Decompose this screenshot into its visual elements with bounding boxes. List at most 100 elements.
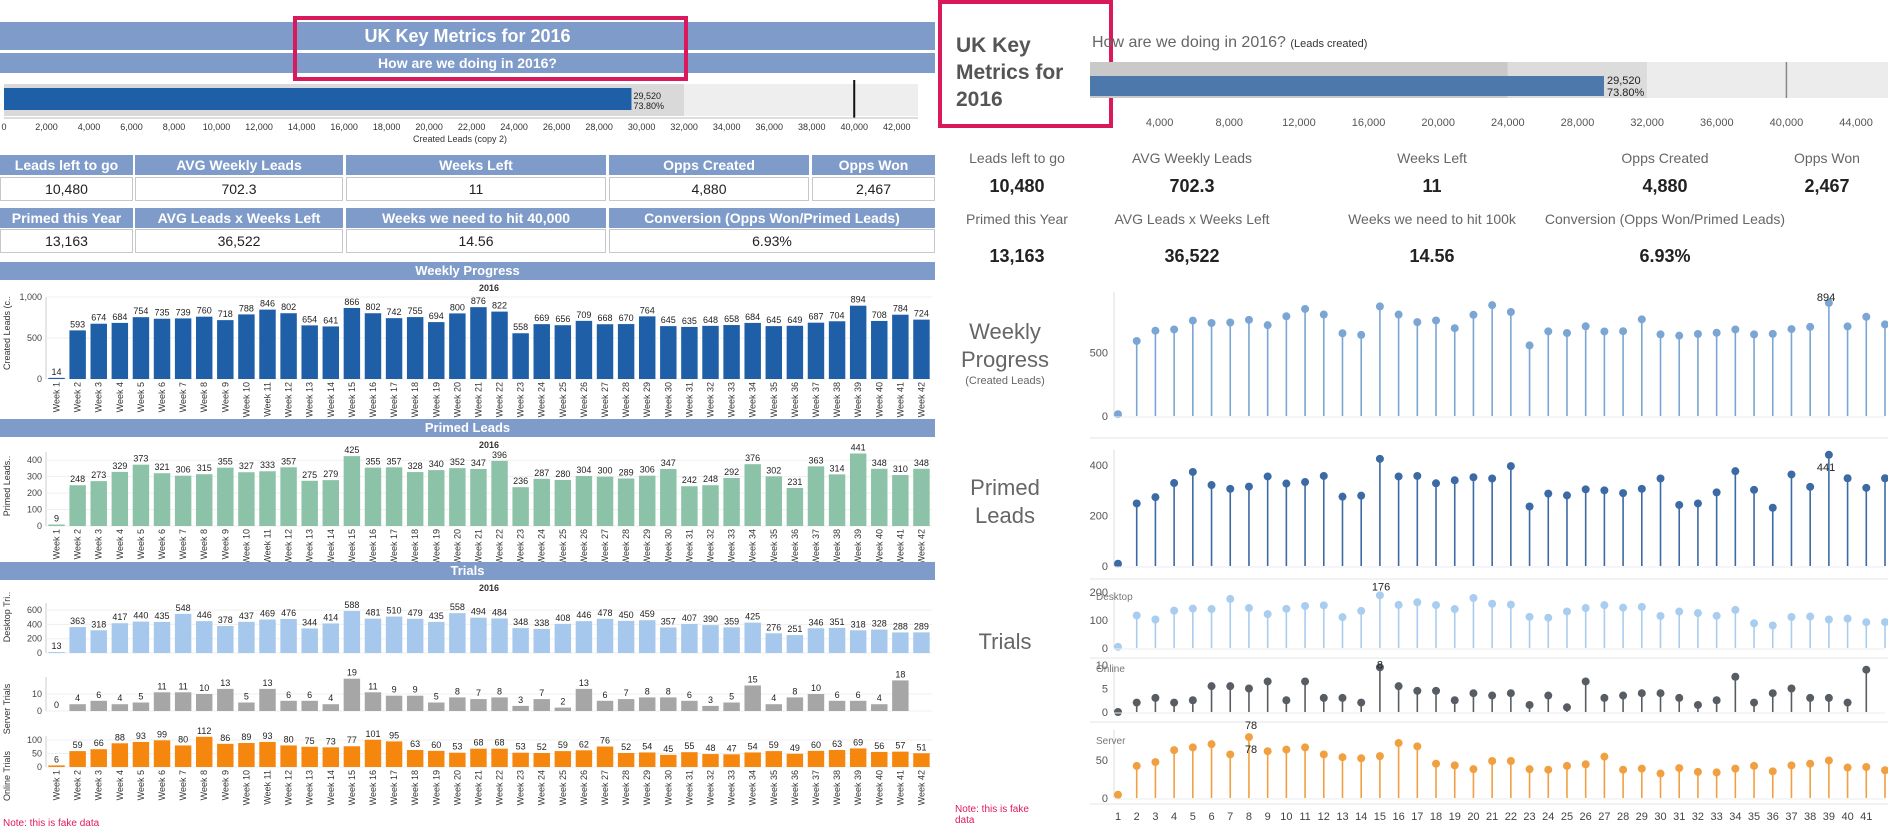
desktop-data-label: 407 — [682, 613, 697, 623]
right-weekly-dot — [1114, 410, 1122, 419]
right-week-number: 4 — [1171, 811, 1177, 823]
primed-data-label: 304 — [576, 465, 591, 475]
right-week-number: 39 — [1823, 811, 1835, 823]
right-desktop-dot — [1413, 598, 1422, 607]
server-bar — [343, 678, 361, 711]
server-data-label: 6 — [603, 690, 608, 700]
right-weekly-dot — [1413, 318, 1422, 327]
desktop-data-label: 459 — [640, 609, 655, 619]
primed-data-label: 340 — [429, 459, 444, 469]
primed-xtick: Week 1 — [52, 529, 62, 559]
trials-xtick: Week 28 — [621, 770, 631, 805]
right-server-dot — [1862, 762, 1871, 771]
primed-xtick: Week 31 — [684, 529, 694, 562]
weekly-bar — [512, 333, 529, 379]
primed-xtick: Week 13 — [305, 529, 315, 562]
right-weekly-dot — [1656, 330, 1665, 339]
right-online-dot — [1768, 689, 1777, 698]
right-weekly-ytick: 0 — [1102, 411, 1108, 423]
bullet-tick-label: 2,000 — [35, 122, 58, 132]
right-online-dot — [1506, 689, 1515, 698]
desktop-data-label: 440 — [133, 611, 148, 621]
right-week-number: 6 — [1208, 811, 1214, 823]
desktop-data-label: 344 — [302, 617, 317, 627]
right-desktop-dot — [1581, 604, 1590, 613]
right-server-dot — [1787, 761, 1796, 770]
left-kpi-row2-label-3: Conversion (Opps Won/Primed Leads) — [609, 208, 935, 228]
online-data-label: 49 — [790, 743, 800, 753]
weekly-xtick: Week 28 — [621, 382, 631, 417]
server-bar — [132, 702, 150, 711]
left-kpi-row1-label-3: Opps Created — [609, 155, 809, 175]
online-data-label: 48 — [705, 743, 715, 753]
right-weekly-dot — [1244, 315, 1253, 324]
trials-xtick: Week 34 — [748, 770, 758, 805]
right-desktop-dot — [1862, 618, 1871, 627]
weekly-bar — [195, 316, 213, 379]
left-kpi-row1-value-2: 11 — [346, 177, 606, 201]
right-online-dot — [1114, 708, 1122, 716]
desktop-bar — [132, 621, 150, 653]
right-week-number: 26 — [1580, 811, 1592, 823]
right-primed-ytick: 400 — [1090, 460, 1108, 472]
primed-xtick: Week 22 — [495, 529, 505, 562]
weekly-xtick: Week 7 — [178, 382, 188, 412]
desktop-data-label: 417 — [112, 612, 127, 622]
right-primed-dot — [1731, 467, 1740, 476]
online-bar — [322, 747, 340, 767]
trials-ylabel-online: Online Trials — [2, 750, 12, 801]
weekly-xtick: Week 23 — [516, 382, 526, 417]
weekly-bar — [786, 325, 804, 379]
primed-xtick: Week 40 — [874, 529, 884, 562]
right-server-dot — [1132, 761, 1141, 770]
online-data-label: 6 — [54, 754, 59, 764]
primed-xtick: Week 25 — [558, 529, 568, 562]
primed-bar — [259, 471, 276, 526]
server-data-label: 8 — [455, 686, 460, 696]
server-bar — [69, 704, 86, 711]
left-kpi-row1-label-4: Opps Won — [812, 155, 935, 175]
primed-data-label: 352 — [450, 457, 465, 467]
online-ytick: 50 — [32, 749, 42, 759]
online-data-label: 60 — [811, 740, 821, 750]
desktop-data-label: 351 — [830, 617, 845, 627]
weekly-data-label: 641 — [323, 315, 338, 325]
desktop-bar — [660, 627, 677, 653]
primed-bar — [491, 460, 508, 526]
desktop-data-label: 510 — [387, 606, 402, 616]
primed-bar — [111, 471, 129, 526]
bullet-tick-label: 8,000 — [163, 122, 186, 132]
desktop-data-label: 363 — [70, 616, 85, 626]
primed-data-label: 347 — [471, 458, 486, 468]
right-primed-dot — [1693, 499, 1702, 508]
weekly-xtick: Week 26 — [579, 382, 589, 417]
right-desktop-dot — [1656, 612, 1665, 621]
right-primed-dot — [1768, 503, 1777, 512]
right-primed-dot — [1562, 491, 1571, 500]
server-bar — [702, 705, 719, 711]
right-primed-dot — [1282, 479, 1291, 488]
primed-data-label: 248 — [703, 474, 718, 484]
right-week-number: 37 — [1785, 811, 1797, 823]
right-kpi-row1-value-4: 2,467 — [1804, 176, 1850, 196]
online-bar — [48, 765, 65, 767]
right-trials-title: Trials — [978, 629, 1032, 654]
right-week-number: 2 — [1134, 811, 1140, 823]
right-week-number: 35 — [1748, 811, 1760, 823]
trials-xtick: Week 5 — [136, 770, 146, 800]
right-server-dot — [1881, 766, 1888, 775]
online-bar — [533, 752, 550, 767]
left-kpi-row2-value-1: 36,522 — [135, 229, 343, 253]
primed-data-label: 355 — [365, 457, 380, 467]
weekly-bar — [48, 377, 65, 379]
right-desktop-dot — [1787, 612, 1796, 621]
right-desktop-dot — [1712, 611, 1721, 620]
online-bar — [660, 754, 677, 767]
primed-bar — [849, 453, 867, 526]
trials-xtick: Week 32 — [706, 770, 716, 805]
desktop-bar — [69, 627, 86, 653]
online-data-label: 52 — [621, 742, 631, 752]
weekly-progress-chart: 2016 Created Leads (c.. 0 500 1,000 14 593 674 6… — [2, 283, 932, 417]
server-bar — [660, 697, 677, 711]
